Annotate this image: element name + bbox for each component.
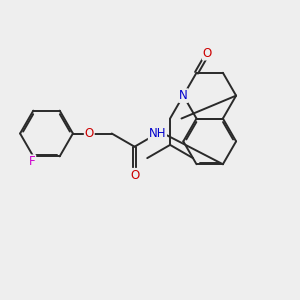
Text: NH: NH xyxy=(149,127,166,140)
Text: N: N xyxy=(179,89,188,102)
Text: O: O xyxy=(85,127,94,140)
Text: F: F xyxy=(29,155,35,168)
Text: O: O xyxy=(130,169,139,182)
Text: O: O xyxy=(202,47,212,60)
